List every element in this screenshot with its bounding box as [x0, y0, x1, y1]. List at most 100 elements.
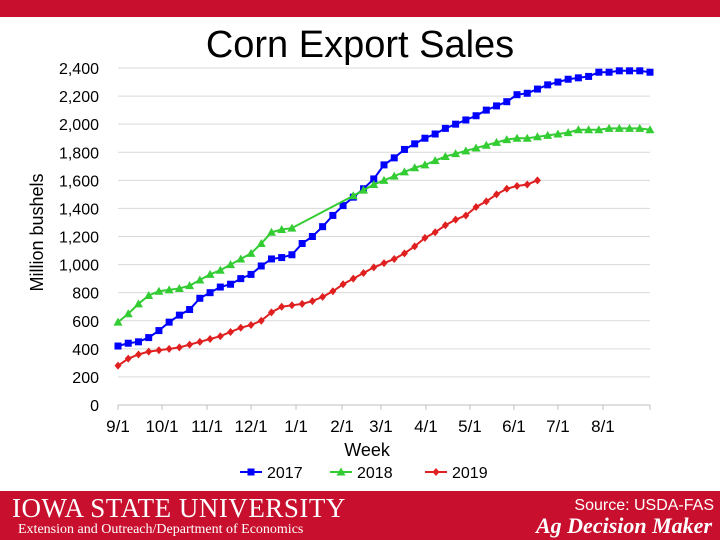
- point-2017: [247, 270, 255, 278]
- point-2019: [390, 254, 398, 263]
- point-2017: [380, 161, 388, 169]
- point-2018: [584, 125, 594, 134]
- point-2019: [216, 332, 224, 341]
- point-2018: [226, 260, 236, 269]
- point-2018: [451, 149, 461, 158]
- point-2019: [319, 292, 327, 301]
- point-2017: [329, 211, 337, 219]
- legend-marker-2019: [432, 468, 440, 476]
- point-2017: [626, 67, 634, 75]
- point-2019: [493, 190, 501, 199]
- point-2019: [411, 242, 419, 251]
- point-2019: [308, 297, 316, 306]
- point-2019: [421, 233, 429, 242]
- point-2018: [246, 248, 256, 257]
- y-tick-label: 200: [72, 370, 99, 387]
- point-2017: [124, 339, 132, 347]
- point-2018: [430, 156, 440, 165]
- point-2018: [144, 290, 154, 299]
- point-2019: [175, 343, 183, 352]
- point-2019: [186, 340, 194, 349]
- point-2018: [123, 309, 133, 318]
- point-2019: [441, 221, 449, 230]
- point-2018: [266, 227, 276, 236]
- point-2018: [553, 129, 563, 138]
- x-tick-label: 9/1: [106, 417, 130, 436]
- point-2018: [195, 275, 205, 284]
- point-2019: [360, 269, 368, 278]
- point-2017: [605, 68, 613, 76]
- y-tick-label: 2,200: [59, 89, 99, 106]
- point-2019: [257, 316, 265, 325]
- x-tick-label: 12/1: [234, 417, 267, 436]
- y-tick-label: 800: [72, 286, 99, 303]
- point-2019: [196, 337, 204, 346]
- y-tick-label: 1,800: [59, 145, 99, 162]
- point-2018: [440, 151, 450, 160]
- point-2017: [114, 342, 122, 350]
- point-2019: [503, 184, 511, 193]
- point-2017: [411, 140, 419, 148]
- source-note: Source: USDA-FAS: [574, 497, 714, 514]
- point-2019: [247, 320, 255, 329]
- point-2019: [380, 259, 388, 268]
- university-name: IOWA STATE UNIVERSITY: [12, 493, 346, 523]
- point-2018: [492, 137, 502, 146]
- point-2018: [604, 123, 614, 132]
- legend-marker-2018: [336, 467, 346, 476]
- x-tick-label: 4/1: [414, 417, 438, 436]
- point-2019: [339, 280, 347, 289]
- point-2017: [370, 175, 378, 183]
- point-2018: [369, 180, 379, 189]
- point-2018: [379, 175, 389, 184]
- point-2018: [359, 185, 369, 194]
- point-2019: [237, 323, 245, 332]
- point-2018: [502, 135, 512, 144]
- point-2019: [134, 350, 142, 359]
- x-tick-label: 11/1: [191, 417, 223, 436]
- y-tick-label: 2,000: [59, 117, 99, 134]
- point-2018: [389, 171, 399, 180]
- point-2018: [573, 125, 583, 134]
- point-2019: [523, 180, 531, 189]
- point-2019: [145, 347, 153, 356]
- point-2018: [625, 123, 635, 132]
- point-2018: [215, 265, 225, 274]
- legend-marker-2017: [247, 468, 255, 476]
- legend-label-2019: 2019: [452, 465, 488, 482]
- point-2017: [155, 327, 163, 335]
- point-2017: [288, 251, 296, 259]
- point-2017: [278, 254, 286, 262]
- point-2018: [543, 130, 553, 139]
- point-2017: [441, 124, 449, 132]
- x-tick-label: 7/1: [546, 417, 570, 436]
- point-2018: [399, 167, 409, 176]
- point-2019: [206, 335, 214, 344]
- point-2018: [287, 223, 297, 232]
- x-axis-title: Week: [344, 440, 391, 460]
- point-2018: [185, 281, 195, 290]
- top-accent-bar: [0, 0, 720, 17]
- point-2017: [472, 112, 480, 120]
- point-2017: [196, 294, 204, 302]
- point-2018: [154, 286, 164, 295]
- point-2019: [329, 287, 337, 296]
- point-2018: [410, 163, 420, 172]
- y-axis-title: Million bushels: [27, 173, 47, 291]
- brand-name: Ag Decision Maker: [536, 513, 712, 538]
- point-2017: [574, 74, 582, 82]
- point-2018: [471, 143, 481, 152]
- point-2018: [164, 285, 174, 294]
- point-2017: [298, 240, 306, 248]
- point-2017: [267, 255, 275, 263]
- x-tick-label: 6/1: [502, 417, 526, 436]
- point-2017: [339, 202, 347, 210]
- point-2019: [472, 203, 480, 212]
- point-2017: [585, 72, 593, 80]
- point-2018: [522, 133, 532, 142]
- point-2019: [431, 228, 439, 237]
- point-2017: [482, 106, 490, 114]
- point-2019: [370, 263, 378, 272]
- point-2018: [614, 123, 624, 132]
- legend-label-2017: 2017: [267, 465, 303, 482]
